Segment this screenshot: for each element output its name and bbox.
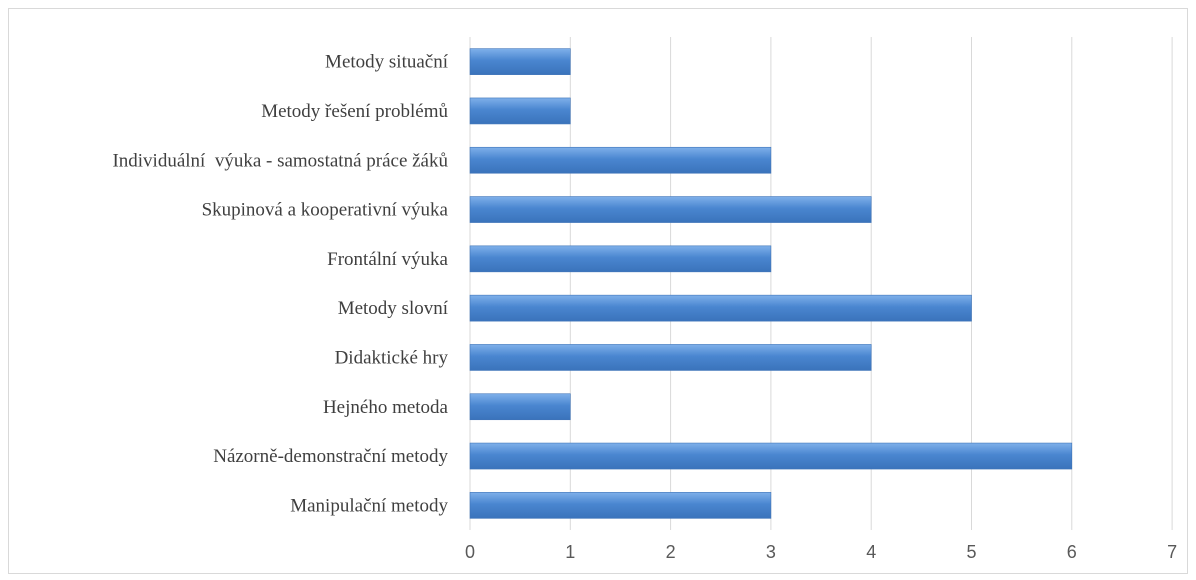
bar [469,294,972,322]
bar [469,344,872,371]
x-axis-tick-labels: 0 1 2 3 4 5 6 7 [465,542,1177,562]
category-label: Manipulační metody [290,495,448,516]
bars [469,48,1073,519]
x-tick-label: 1 [565,542,575,562]
x-tick-label: 5 [966,542,976,562]
bar [469,245,772,273]
category-label: Didaktické hry [335,347,449,368]
x-tick-label: 4 [866,542,876,562]
chart-frame [8,8,1188,574]
bar [469,442,1073,470]
bar [469,492,772,519]
bar [469,48,571,75]
x-tick-label: 2 [666,542,676,562]
category-label: Frontální výuka [327,249,448,270]
category-label: Skupinová a kooperativní výuka [202,200,449,221]
category-labels: Manipulační metody Názorně-demonstrační m… [112,52,448,517]
category-label: Metody řešení problémů [261,101,448,122]
category-label: Názorně-demonstrační metody [213,446,448,467]
category-label: Individuální výuka - samostatná práce žá… [112,150,448,171]
x-tick-label: 7 [1167,542,1177,562]
category-label: Metody slovní [338,298,449,319]
category-label: Hejného metoda [323,397,449,418]
bar [469,97,571,125]
x-tick-label: 3 [766,542,776,562]
bar [469,146,772,174]
x-tick-label: 0 [465,542,475,562]
category-label: Metody situační [325,52,449,73]
bar [469,196,872,223]
bar [469,393,571,421]
x-tick-label: 6 [1067,542,1077,562]
